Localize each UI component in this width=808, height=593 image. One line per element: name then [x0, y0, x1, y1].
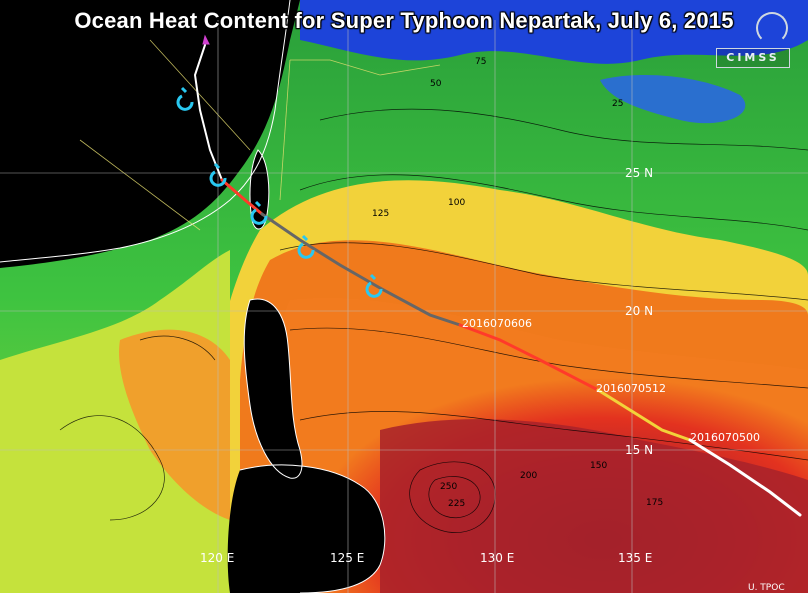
- ohc-contours: [59, 108, 808, 533]
- low-ohc-region: [600, 75, 746, 124]
- typhoon-symbol-icon: [209, 162, 227, 187]
- china-landmass: [0, 0, 300, 268]
- philippines-south: [227, 465, 385, 593]
- lon-label-125e: 125 E: [330, 551, 364, 565]
- low-ohc-region: [300, 0, 808, 64]
- storm-track: [193, 44, 802, 517]
- track-time-label: 2016070512: [596, 382, 666, 395]
- contour-value-label: 25: [612, 99, 623, 109]
- lon-label-135e: 135 E: [618, 551, 652, 565]
- contour-value-label: 225: [448, 499, 465, 509]
- lat-label-20n: 20 N: [625, 304, 653, 318]
- contour-value-labels: 25 50 75 100 125 150 175 200 225 250: [372, 57, 663, 509]
- track-forecast-segment: [193, 44, 223, 181]
- typhoon-symbol-icon: [250, 200, 268, 225]
- track-recent-segment: [596, 388, 692, 442]
- contour-value-label: 125: [372, 209, 389, 219]
- contour-value-label: 200: [520, 471, 537, 481]
- typhoon-symbol-icon: [365, 273, 383, 298]
- track-time-label: 2016070500: [690, 431, 760, 444]
- contour-value-label: 175: [646, 498, 663, 508]
- boundary-lines: [79, 39, 441, 231]
- very-high-ohc-region: [380, 419, 808, 593]
- cimss-logo-icon: [756, 12, 788, 44]
- map-title: Ocean Heat Content for Super Typhoon Nep…: [74, 8, 734, 33]
- contour-value-label: 100: [448, 198, 465, 208]
- footer-text: U. TPOC: [748, 583, 785, 593]
- high-ohc-region: [119, 329, 230, 520]
- lat-lon-grid: [0, 20, 808, 593]
- contour-value-label: 250: [440, 482, 457, 492]
- contour-value-label: 50: [430, 79, 442, 89]
- cimss-logo: CIMSS: [716, 48, 790, 68]
- coastlines: [0, 0, 386, 593]
- forecast-end-marker-icon: [202, 34, 210, 45]
- contour-value-label: 150: [590, 461, 607, 471]
- track-recent-segment: [458, 323, 600, 392]
- lat-label-15n: 15 N: [625, 443, 653, 457]
- contour-value-label: 75: [475, 57, 486, 67]
- track-past-segment: [688, 438, 802, 517]
- lon-label-120e: 120 E: [200, 551, 234, 565]
- lon-label-130e: 130 E: [480, 551, 514, 565]
- track-forecast-segment: [260, 212, 462, 327]
- typhoon-symbol-icon: [176, 86, 194, 111]
- lat-label-25n: 25 N: [625, 166, 653, 180]
- track-time-label: 2016070606: [462, 317, 532, 330]
- typhoon-symbol-icon: [297, 234, 315, 259]
- track-forecast-segment: [220, 178, 264, 216]
- storm-symbols: [176, 86, 383, 298]
